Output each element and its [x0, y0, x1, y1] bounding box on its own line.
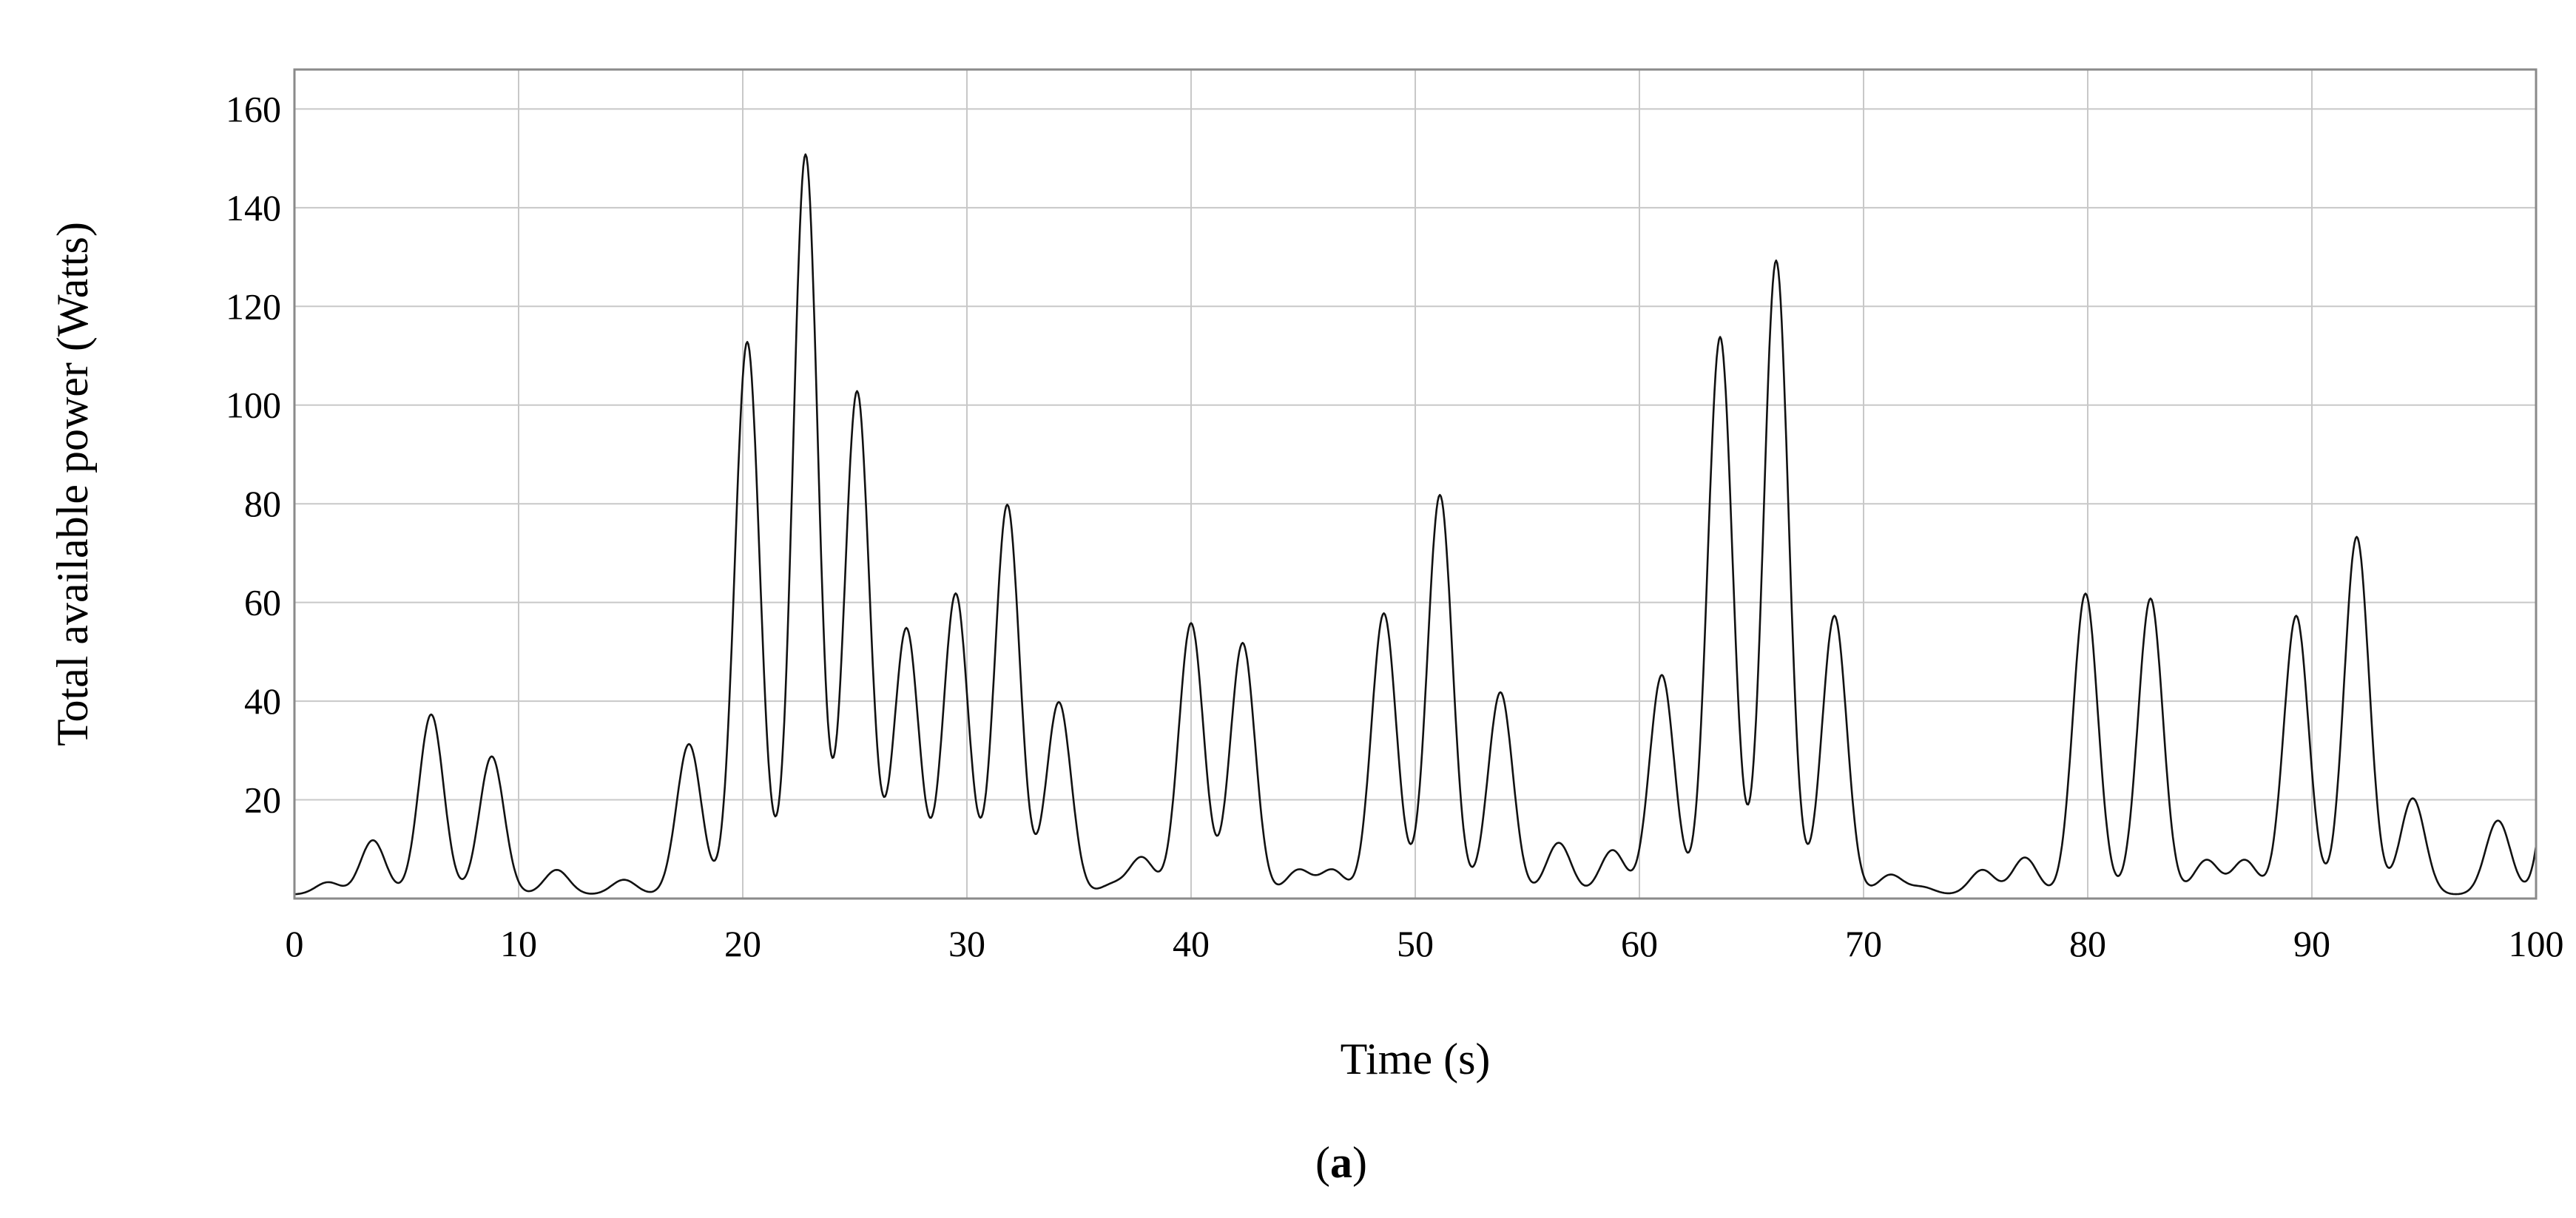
y-tick-label: 80	[244, 483, 281, 524]
y-tick-label: 120	[226, 285, 281, 327]
x-tick-label: 80	[2069, 923, 2106, 964]
x-tick-label: 40	[1173, 923, 1210, 964]
x-tick-label: 70	[1845, 923, 1882, 964]
x-tick-label: 100	[2509, 923, 2564, 964]
x-axis-title: Time (s)	[1341, 1035, 1491, 1083]
y-tick-label: 140	[226, 187, 281, 229]
x-tick-labels: 0 10 20 30 40 50 60 70 80 90 100	[286, 923, 2564, 964]
y-tick-label: 20	[244, 779, 281, 821]
y-tick-labels: 20 40 60 80 100 120 140 160	[226, 88, 281, 820]
x-tick-label: 60	[1621, 923, 1658, 964]
x-gridlines	[518, 70, 2313, 899]
x-tick-label: 0	[286, 923, 304, 964]
y-tick-label: 100	[226, 385, 281, 426]
y-tick-label: 160	[226, 88, 281, 129]
x-tick-label: 30	[948, 923, 985, 964]
x-tick-label: 20	[724, 923, 761, 964]
plot-frame	[293, 68, 2538, 900]
power-series-line	[294, 153, 2538, 896]
x-tick-label: 90	[2293, 923, 2330, 964]
y-tick-label: 40	[244, 680, 281, 722]
y-axis-title: Total available power (Watts)	[48, 222, 97, 746]
y-tick-label: 60	[244, 582, 281, 623]
x-tick-label: 50	[1397, 923, 1434, 964]
y-gridlines	[294, 108, 2536, 801]
panel-label: (a)	[1315, 1138, 1367, 1187]
x-tick-label: 10	[500, 923, 537, 964]
